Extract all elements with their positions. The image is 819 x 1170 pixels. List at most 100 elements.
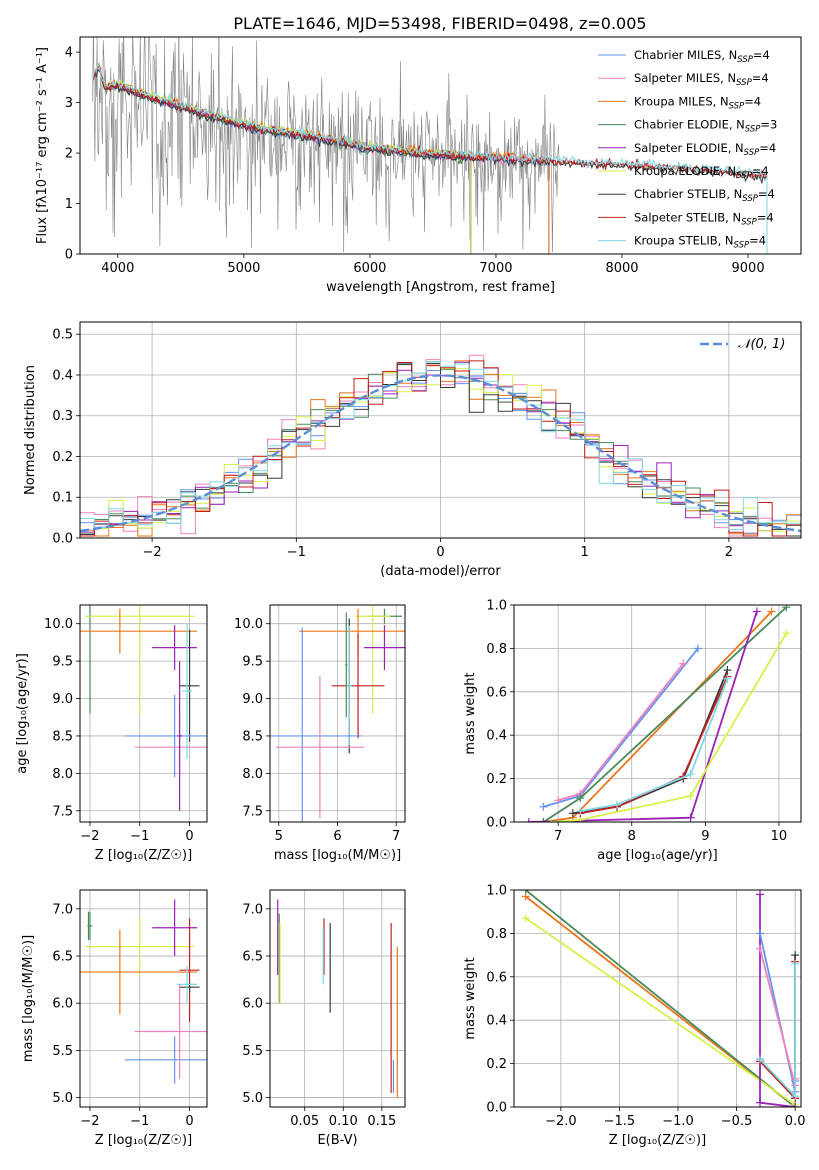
x-tick-label: 7 xyxy=(392,829,400,844)
legend-entry: Kroupa MILES, NSSP=4 xyxy=(634,94,761,111)
y-tick-label: 8.5 xyxy=(52,729,73,744)
x-tick-label: −1 xyxy=(130,829,149,844)
legend-entry: Chabrier STELIB, NSSP=4 xyxy=(634,187,775,204)
y-tick-label: 2 xyxy=(65,147,73,162)
age_Z-plot-area xyxy=(80,605,207,811)
y-tick-label: 0.1 xyxy=(52,491,73,506)
x-tick-label: 7000 xyxy=(479,261,512,276)
y-tick-label: 0.8 xyxy=(486,927,507,942)
x-tick-label: 6 xyxy=(333,829,341,844)
y-tick-label: 8.5 xyxy=(242,729,263,744)
y-tick-label: 6.5 xyxy=(52,950,73,965)
mass_Z-plot-area xyxy=(80,899,207,1084)
y-tick-label: 1 xyxy=(65,197,73,212)
x-tick-label: −2.0 xyxy=(545,1114,577,1129)
spectrum-legend: Chabrier MILES, NSSP=4 Salpeter MILES, NS… xyxy=(598,48,777,251)
spectrum-plot-area xyxy=(92,37,768,254)
figure-title: PLATE=1646, MJD=53498, FIBERID=0498, z=0… xyxy=(233,14,646,33)
x-tick-label: −1.0 xyxy=(662,1114,694,1129)
legend-entry: 𝒩(0, 1) xyxy=(738,337,785,352)
model-series-line xyxy=(92,62,768,254)
y-tick-label: 0.2 xyxy=(486,772,507,787)
legend-entry: Chabrier MILES, NSSP=4 xyxy=(634,48,770,65)
y-tick-label: 6.5 xyxy=(242,950,263,965)
y-tick-label: 0.0 xyxy=(52,532,73,547)
y-tick-label: 0.3 xyxy=(52,409,73,424)
y-tick-label: 0.4 xyxy=(52,368,73,383)
axes-frame xyxy=(79,604,208,823)
massweight_age-plot-area xyxy=(524,605,791,822)
legend-entry: Kroupa ELODIE, NSSP=4 xyxy=(634,164,769,181)
x-tick-label: 0.05 xyxy=(290,1114,319,1129)
axes-frame xyxy=(79,36,802,255)
y-tick-label: 8.0 xyxy=(52,767,73,782)
mass-weight-line xyxy=(525,917,796,1106)
y-axis-label: Normed distribution xyxy=(23,365,38,495)
gaussian-curve xyxy=(80,374,801,533)
y-tick-label: 0.0 xyxy=(486,816,507,831)
axes-frame xyxy=(79,321,802,539)
y-tick-label: 0.2 xyxy=(52,450,73,465)
legend-entry: Kroupa STELIB, NSSP=4 xyxy=(634,234,766,251)
x-axis-label: Z [log₁₀(Z/Z☉)] xyxy=(609,1133,706,1148)
y-tick-label: 0.8 xyxy=(486,642,507,657)
x-axis-label: (data-model)/error xyxy=(380,564,501,579)
legend-entry: Salpeter STELIB, NSSP=4 xyxy=(634,210,774,227)
y-tick-label: 5.0 xyxy=(52,1091,73,1106)
y-tick-label: 7.5 xyxy=(242,804,263,819)
x-tick-label: 4000 xyxy=(101,261,134,276)
x-axis-label: Z [log₁₀(Z/Z☉)] xyxy=(95,848,192,863)
y-axis-label: age [log₁₀(age/yr)] xyxy=(15,653,30,774)
x-tick-label: −2 xyxy=(80,829,99,844)
y-axis-label: mass [log₁₀(M/M☉)] xyxy=(21,935,36,1062)
x-tick-label: 0.15 xyxy=(367,1114,396,1129)
x-tick-label: 0 xyxy=(185,1114,193,1129)
y-tick-label: 8.0 xyxy=(242,767,263,782)
mass-weight-line xyxy=(550,632,788,822)
y-tick-label: 0.0 xyxy=(486,1101,507,1116)
y-tick-label: 7.5 xyxy=(52,804,73,819)
y-tick-label: 7.0 xyxy=(242,902,263,917)
y-tick-label: 5.5 xyxy=(242,1044,263,1059)
x-axis-label: mass [log₁₀(M/M☉)] xyxy=(274,848,401,863)
y-tick-label: 10.0 xyxy=(234,617,263,632)
ebv-axes: 0.05 0.10 0.15 5.0 5.5 6.0 6.5 7.0 E(B-V) xyxy=(242,889,406,1148)
y-tick-label: 6.0 xyxy=(52,997,73,1012)
age_Z-axes: −2 −1 0 7.5 8.0 8.5 9.0 9.5 10.0 Z [log₁₀(Z/Z☉)] a… xyxy=(15,604,208,863)
age_mass-axes: 5 6 7 7.5 8.0 8.5 9.0 9.5 10.0 mass [log₁₀(M/M☉)] xyxy=(234,604,406,863)
axes-frame xyxy=(79,889,208,1108)
y-tick-label: 4 xyxy=(65,46,73,61)
y-tick-label: 0.2 xyxy=(486,1057,507,1072)
massweight_Z-plot-area xyxy=(521,890,800,1107)
data-spectrum-line xyxy=(92,37,767,253)
y-tick-label: 0.6 xyxy=(486,970,507,985)
x-tick-label: 5 xyxy=(275,829,283,844)
ebv-plot-area xyxy=(277,899,398,1098)
axes-frame xyxy=(513,604,802,823)
x-tick-label: 6000 xyxy=(353,261,386,276)
legend-entry: Salpeter MILES, NSSP=4 xyxy=(634,71,769,88)
x-tick-label: −0.5 xyxy=(721,1114,753,1129)
y-tick-label: 0.4 xyxy=(486,729,507,744)
massweight_Z-axes: −2.0 −1.5 −1.0 −0.5 0.0 0.0 0.2 0.4 0.6 0.8 1.0 Z [… xyxy=(463,884,805,1149)
y-tick-label: 0.6 xyxy=(486,685,507,700)
y-tick-label: 5.5 xyxy=(52,1044,73,1059)
x-tick-label: 1 xyxy=(581,545,589,560)
age_mass-plot-area xyxy=(270,605,405,822)
x-tick-label: 0.10 xyxy=(329,1114,358,1129)
x-tick-label: 0 xyxy=(185,829,193,844)
legend-entry: Chabrier ELODIE, NSSP=3 xyxy=(634,118,777,135)
axes-frame xyxy=(513,889,802,1108)
histogram-plot-area xyxy=(80,354,801,537)
y-tick-label: 9.5 xyxy=(242,655,263,670)
y-tick-label: 9.5 xyxy=(52,655,73,670)
y-axis-label: mass weight xyxy=(463,672,478,754)
y-tick-label: 0.5 xyxy=(52,328,73,343)
y-tick-label: 10.0 xyxy=(44,617,73,632)
mass-weight-line xyxy=(525,890,796,1107)
x-axis-label: Z [log₁₀(Z/Z☉)] xyxy=(95,1133,192,1148)
x-tick-label: −1.5 xyxy=(604,1114,636,1129)
x-tick-label: −1 xyxy=(287,545,306,560)
x-tick-label: 5000 xyxy=(227,261,260,276)
